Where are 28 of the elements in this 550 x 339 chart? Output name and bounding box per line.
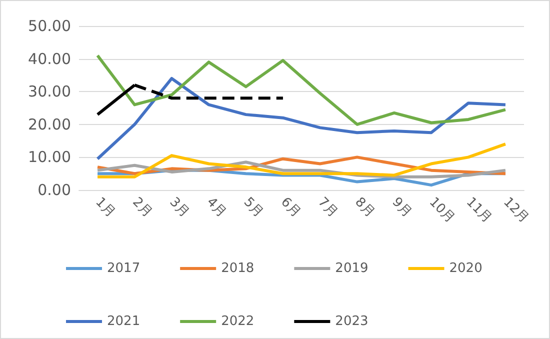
y-tick-label: 20.00 — [28, 115, 71, 134]
legend-label: 2021 — [107, 314, 140, 329]
legend-label: 2019 — [335, 261, 368, 276]
x-tick-label: 11月 — [463, 194, 495, 226]
y-tick-label: 0.00 — [38, 181, 71, 199]
legend-label: 2018 — [221, 261, 254, 276]
x-tick-label: 6月 — [278, 194, 304, 220]
x-tick-label: 10月 — [426, 194, 458, 226]
line-series — [96, 142, 507, 178]
x-tick-label: 12月 — [500, 194, 532, 226]
x-tick-label: 7月 — [314, 194, 340, 220]
x-tick-label: 8月 — [352, 194, 378, 220]
x-tick-label: 4月 — [203, 194, 230, 220]
legend-label: 2022 — [221, 314, 254, 329]
x-tick-label: 3月 — [166, 194, 192, 220]
x-tick-label: 2月 — [129, 194, 155, 220]
y-tick-label: 10.00 — [28, 148, 71, 166]
legend-label: 2023 — [335, 314, 368, 329]
x-tick-label: 9月 — [388, 194, 415, 220]
legend-label: 2017 — [107, 261, 140, 276]
x-tick-label: 1月 — [92, 194, 118, 220]
legend-label: 2020 — [449, 261, 482, 276]
x-tick-label: 5月 — [240, 194, 266, 220]
line-series — [96, 54, 507, 126]
y-tick-label: 30.00 — [28, 82, 71, 101]
y-tick-label: 50.00 — [28, 17, 71, 35]
line-series — [96, 76, 507, 160]
y-tick-label: 40.00 — [28, 50, 71, 68]
